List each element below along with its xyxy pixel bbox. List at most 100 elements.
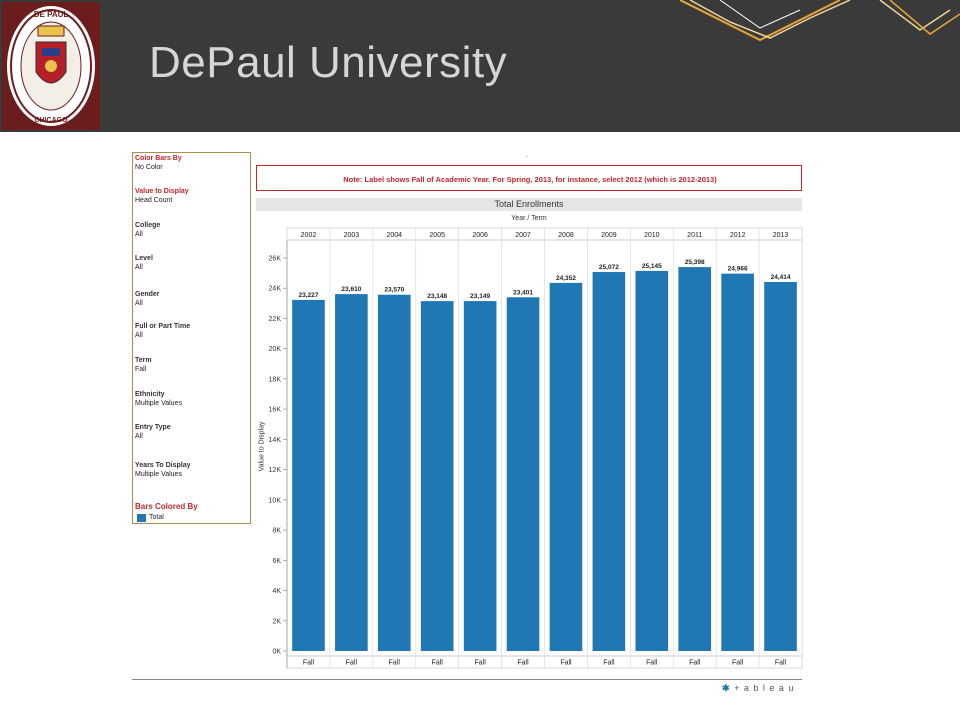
filter-years-to-display[interactable]: Years To Display Multiple Values [135,461,249,479]
bar-value-label: 23,401 [513,289,533,296]
y-tick-label: 18K [269,376,282,383]
bar [420,301,454,651]
term-label: Fall [517,660,529,667]
term-label: Fall [646,660,658,667]
bar-value-label: 23,570 [384,287,404,294]
header-banner: DE PAUL CHICAGO DePaul University [0,0,960,132]
bar [721,273,754,651]
tableau-logo: ✱ + a b l e a u [722,683,795,693]
filter-value-to-display[interactable]: Value to Display Head Count [135,187,249,205]
note-text: Note: Label shows Fall of Academic Year.… [343,175,717,184]
term-label: Fall [432,660,444,667]
bar-value-label: 23,610 [341,286,361,293]
filter-college[interactable]: College All [135,221,249,239]
y-tick-label: 24K [269,286,282,293]
filter-full-or-part-time[interactable]: Full or Part Time All [135,322,249,340]
filter-level[interactable]: Level All [135,254,249,272]
y-tick-label: 20K [269,346,282,353]
filter-label: Entry Type [135,424,171,431]
year-label: 2005 [429,232,445,239]
column-header-title: Year / Term [511,215,547,222]
bar [292,299,325,651]
filter-entry-type[interactable]: Entry Type All [135,423,249,441]
term-label: Fall [732,660,744,667]
filter-label: Color Bars By [135,155,182,162]
bar [506,297,540,651]
legend-label: Total [149,514,164,521]
separator-dot: . [526,150,529,159]
filter-value[interactable]: Multiple Values [135,471,182,478]
filter-value[interactable]: Multiple Values [135,400,182,407]
bar-value-label: 24,414 [771,274,791,281]
filter-value[interactable]: All [135,332,143,339]
year-label: 2004 [387,232,403,239]
year-label: 2003 [344,232,360,239]
chart-title: Total Enrollments [494,199,564,209]
y-tick-label: 10K [269,497,282,504]
legend-swatch [137,514,146,522]
y-tick-label: 0K [272,649,281,656]
page-title: DePaul University [149,38,508,87]
bar [678,267,712,651]
term-label: Fall [560,660,572,667]
term-label: Fall [603,660,615,667]
filter-value[interactable]: Fall [135,366,147,373]
note-box: Note: Label shows Fall of Academic Year.… [256,165,802,191]
filter-label: Level [135,255,153,262]
bar-value-label: 25,398 [685,259,705,266]
term-label: Fall [346,660,358,667]
filter-value[interactable]: No Color [135,164,163,171]
filter-panel: Color Bars By No Color Value to Display Hea… [132,152,251,524]
y-tick-label: 2K [272,618,281,625]
filter-label: Value to Display [135,188,189,195]
y-tick-label: 26K [269,256,282,263]
filter-ethnicity[interactable]: Ethnicity Multiple Values [135,390,249,408]
year-label: 2002 [301,232,317,239]
term-label: Fall [689,660,701,667]
term-label: Fall [775,660,787,667]
filter-gender[interactable]: Gender All [135,290,249,308]
filter-term[interactable]: Term Fall [135,356,249,374]
filter-label: Ethnicity [135,391,165,398]
bar-value-label: 23,149 [470,293,490,300]
filter-value[interactable]: Head Count [135,197,173,204]
bar [335,294,368,651]
bar-value-label: 24,352 [556,275,576,282]
year-label: 2011 [687,232,702,239]
year-label: 2007 [515,232,531,239]
filter-label: Years To Display [135,462,191,469]
filter-value[interactable]: All [135,231,143,238]
svg-text:CHICAGO: CHICAGO [34,117,68,124]
term-label: Fall [303,660,315,667]
filter-color-bars-by[interactable]: Color Bars By No Color [135,154,249,172]
bottom-divider [132,679,802,680]
seal-text: DE PAUL [34,10,69,19]
university-seal-logo: DE PAUL CHICAGO [2,2,100,130]
legend-title: Bars Colored By [135,502,198,511]
filter-value[interactable]: All [135,264,143,271]
filter-value[interactable]: All [135,300,143,307]
filter-label: Term [135,357,152,364]
filter-value[interactable]: All [135,433,143,440]
bar [549,282,583,651]
row-footer-band [286,655,803,669]
bar-value-label: 24,966 [728,266,748,273]
bar-value-label: 23,227 [299,292,319,299]
y-tick-label: 22K [269,316,282,323]
year-label: 2009 [601,232,617,239]
term-label: Fall [389,660,401,667]
filter-label: Full or Part Time [135,323,191,330]
bar [592,272,626,651]
year-label: 2012 [730,232,746,239]
bar [635,270,669,651]
bar [764,281,797,651]
bar [463,301,497,651]
chart-title-bar: Total Enrollments [256,198,802,211]
year-label: 2006 [472,232,488,239]
bar-value-label: 25,072 [599,264,619,271]
bar [377,294,411,651]
y-tick-label: 6K [272,558,281,565]
y-tick-label: 4K [272,588,281,595]
year-label: 2010 [644,232,660,239]
plot-area-border [286,239,803,657]
